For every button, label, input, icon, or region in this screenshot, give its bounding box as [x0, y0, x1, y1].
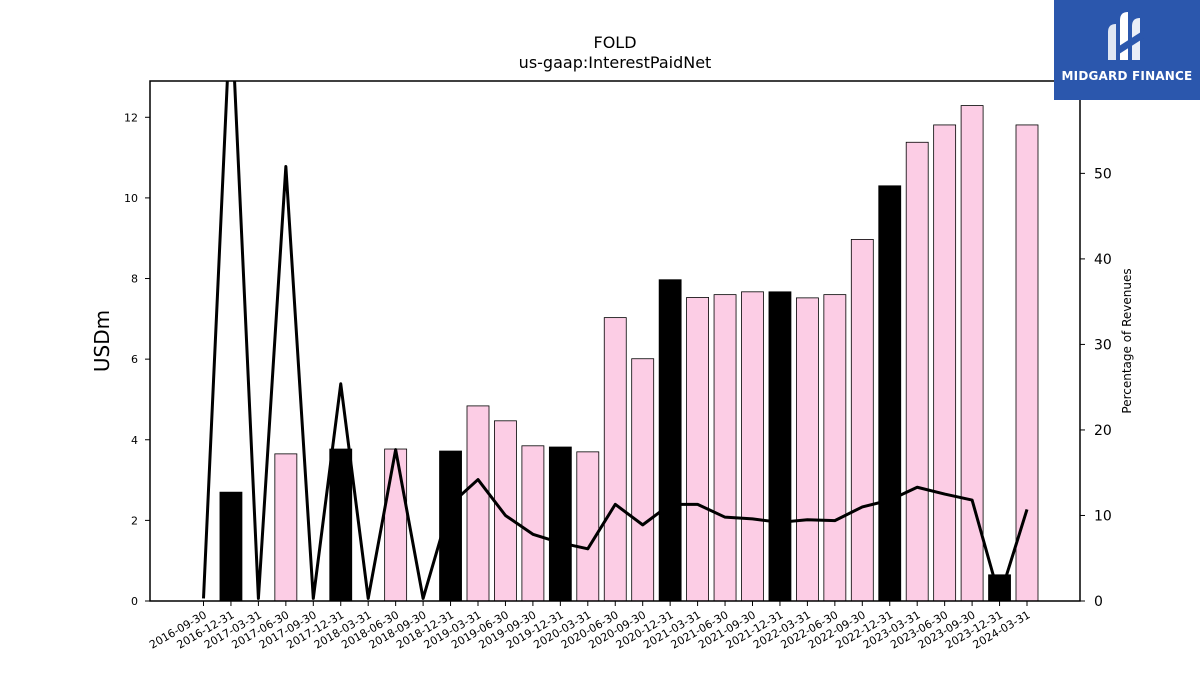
y2-tick-label: 50 — [1094, 166, 1112, 182]
bar-2022-09-30 — [850, 239, 874, 602]
bar-2019-09-30 — [521, 445, 545, 602]
bar-2019-06-30 — [494, 420, 517, 602]
line-group — [202, 81, 1029, 600]
y-tick-label: 12 — [124, 111, 138, 124]
y-tick-label: 8 — [131, 273, 138, 286]
y2-axis: 0 10 20 30 40 50 — [1080, 166, 1112, 610]
bar-2020-06-30 — [603, 317, 627, 602]
y2-tick-label: 10 — [1094, 508, 1112, 524]
bar-2022-12-31 — [878, 185, 902, 602]
bar-2023-03-31 — [905, 141, 929, 602]
bar-2018-06-30 — [384, 448, 408, 602]
y-tick-label: 10 — [124, 192, 138, 205]
x-axis: 2016-09-302016-12-312017-03-312017-06-30… — [147, 601, 1033, 652]
bar-2017-06-30 — [274, 453, 298, 602]
bar-2021-09-30 — [741, 291, 764, 602]
bar-2021-12-31 — [768, 291, 792, 602]
line-series-percentage — [202, 81, 1029, 600]
y-axis-label: USDm — [90, 310, 114, 372]
chart-subtitle: us-gaap:InterestPaidNet — [519, 53, 712, 72]
y2-tick-label: 20 — [1094, 423, 1112, 439]
bar-2017-12-31 — [329, 448, 353, 602]
y2-tick-label: 0 — [1094, 594, 1103, 610]
chart-title: FOLD — [593, 33, 636, 52]
y-tick-label: 2 — [131, 514, 138, 527]
bar-2020-12-31 — [658, 279, 682, 602]
y-axis: 0 2 4 6 8 10 12 — [124, 111, 150, 608]
y2-axis-label: Percentage of Revenues — [1120, 268, 1134, 413]
bar-2020-03-31 — [576, 451, 600, 602]
y-tick-label: 4 — [131, 434, 138, 447]
bar-2021-06-30 — [713, 294, 737, 602]
bar-2023-06-30 — [933, 124, 957, 602]
y2-tick-label: 40 — [1094, 252, 1112, 268]
bar-2021-03-31 — [686, 297, 709, 602]
bar-2019-03-31 — [466, 405, 490, 602]
bar-2020-09-30 — [631, 358, 655, 602]
bar-2019-12-31 — [548, 446, 572, 602]
midgard-finance-logo: MIDGARD FINANCE — [1054, 0, 1200, 100]
logo-text: MIDGARD FINANCE — [1061, 69, 1193, 83]
bar-2022-03-31 — [796, 297, 819, 602]
y2-tick-label: 30 — [1094, 337, 1112, 353]
bars-group — [219, 105, 1039, 602]
y-tick-label: 0 — [131, 595, 138, 608]
y-tick-label: 6 — [131, 353, 138, 366]
bar-2016-12-31 — [219, 491, 243, 602]
logo-mark-icon — [1108, 12, 1144, 60]
bar-2022-06-30 — [823, 294, 847, 602]
